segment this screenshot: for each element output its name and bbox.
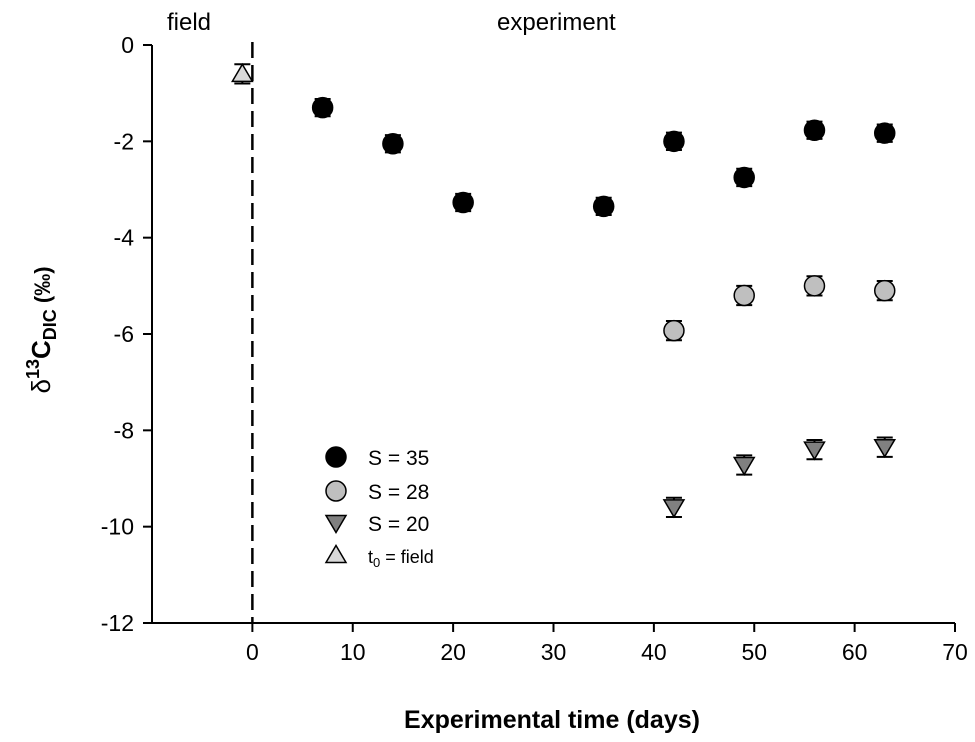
legend-marker: [324, 544, 348, 564]
legend: S = 35 S = 28 S = 20 t0 = field: [324, 446, 434, 570]
x-tick-label: 30: [541, 639, 567, 665]
data-point: [873, 279, 896, 302]
y-tick-label: -12: [101, 610, 134, 636]
legend-entry: S = 35: [368, 447, 429, 470]
y-axis-title-main: C: [26, 340, 56, 359]
data-point: [803, 119, 826, 142]
data-point: [733, 166, 755, 189]
data-point: [873, 122, 896, 144]
legend-entry-main: t: [368, 547, 373, 567]
x-tick-label: 70: [942, 639, 968, 665]
labels-layer: field experiment Experimental time (days…: [23, 9, 700, 734]
x-tick-label: 10: [340, 639, 366, 665]
data-point: [663, 130, 685, 153]
legend-entry: S = 28: [368, 481, 429, 504]
data-point: [592, 195, 615, 218]
data-point: [663, 319, 685, 342]
region-label-field: field: [167, 9, 211, 36]
y-axis-title-sub: DIC: [40, 309, 60, 340]
data-point: [311, 96, 334, 119]
series-3: [662, 436, 897, 519]
legend-entry-sub: 0: [373, 555, 380, 570]
data-point: [231, 62, 254, 83]
y-axis-title-unit: (‰): [30, 266, 55, 309]
legend-marker: [325, 446, 347, 468]
data-point: [732, 456, 756, 476]
marks-layer: [231, 62, 897, 519]
region-label-experiment: experiment: [497, 9, 616, 36]
x-axis-title: Experimental time (days): [404, 706, 700, 734]
y-tick-label: -2: [114, 128, 134, 154]
x-tick-label: 20: [440, 639, 466, 665]
legend-marker: [325, 480, 347, 502]
x-tick-label: 60: [842, 639, 868, 665]
series-2: [663, 275, 896, 342]
legend-marker: [324, 514, 348, 534]
x-tick-label: 50: [741, 639, 767, 665]
data-point: [803, 275, 826, 297]
data-point: [873, 438, 897, 459]
y-tick-label: -6: [114, 321, 134, 347]
series-4: [231, 62, 254, 85]
data-point: [733, 284, 755, 307]
legend-entry-rest: = field: [380, 547, 434, 567]
x-tick-label: 40: [641, 639, 667, 665]
data-point: [662, 499, 686, 519]
y-tick-label: -4: [114, 225, 135, 251]
x-tick-label: 0: [246, 639, 259, 665]
data-point: [803, 441, 826, 461]
y-tick-label: -8: [114, 417, 134, 443]
y-axis-title-delta: δ: [26, 379, 56, 393]
y-axis-title-sup: 13: [23, 359, 43, 379]
series-1: [311, 96, 896, 218]
y-tick-label: 0: [121, 32, 134, 58]
data-point: [452, 191, 474, 214]
legend-entry: t0 = field: [368, 547, 434, 570]
legend-entry: S = 20: [368, 513, 429, 536]
y-axis-title: δ13CDIC (‰): [23, 266, 60, 393]
data-point: [382, 132, 404, 155]
y-tick-label: -10: [101, 514, 134, 540]
axes: 0 10 20 30 40 50 60 70 0 -2 -4 -6 -8 -10 -12: [101, 32, 968, 665]
